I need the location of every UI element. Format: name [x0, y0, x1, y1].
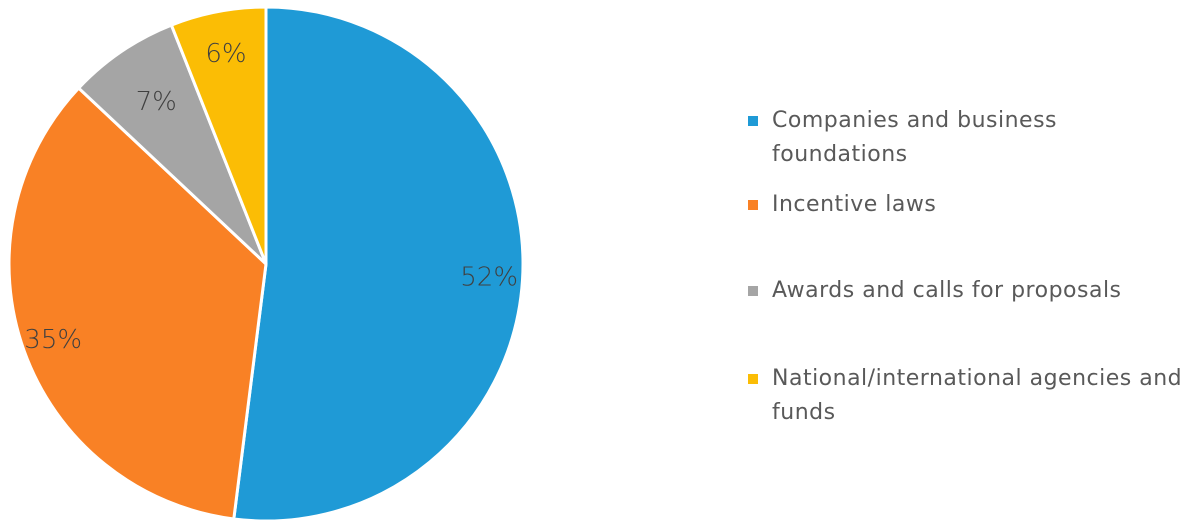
legend-item-agencies: National/international agencies and fund…	[748, 362, 1192, 430]
legend-label-incentive-laws: Incentive laws	[772, 192, 937, 217]
legend-item-incentive-laws: Incentive laws	[748, 188, 1192, 222]
legend-swatch-awards	[748, 286, 758, 296]
pie-slice-agencies	[169, 5, 268, 265]
legend-swatch-agencies	[748, 374, 758, 384]
legend-label-agencies: National/international agencies and fund…	[772, 366, 1183, 425]
slice-label-awards: 7%	[136, 87, 177, 117]
pie-slice-companies	[232, 5, 525, 521]
legend-label-awards: Awards and calls for proposals	[772, 278, 1122, 303]
slice-label-agencies: 6%	[205, 39, 246, 69]
legend-label-companies: Companies and business foundations	[772, 108, 1058, 167]
legend-item-awards: Awards and calls for proposals	[748, 274, 1192, 308]
pie-slice-awards	[76, 23, 268, 266]
slice-label-incentive-laws: 35%	[24, 325, 82, 355]
legend-swatch-incentive-laws	[748, 200, 758, 210]
slice-label-companies: 52%	[460, 263, 518, 293]
legend-swatch-companies	[748, 116, 758, 126]
pie-slice-incentive-laws	[7, 85, 268, 521]
legend-item-companies: Companies and business foundations	[748, 104, 1192, 172]
